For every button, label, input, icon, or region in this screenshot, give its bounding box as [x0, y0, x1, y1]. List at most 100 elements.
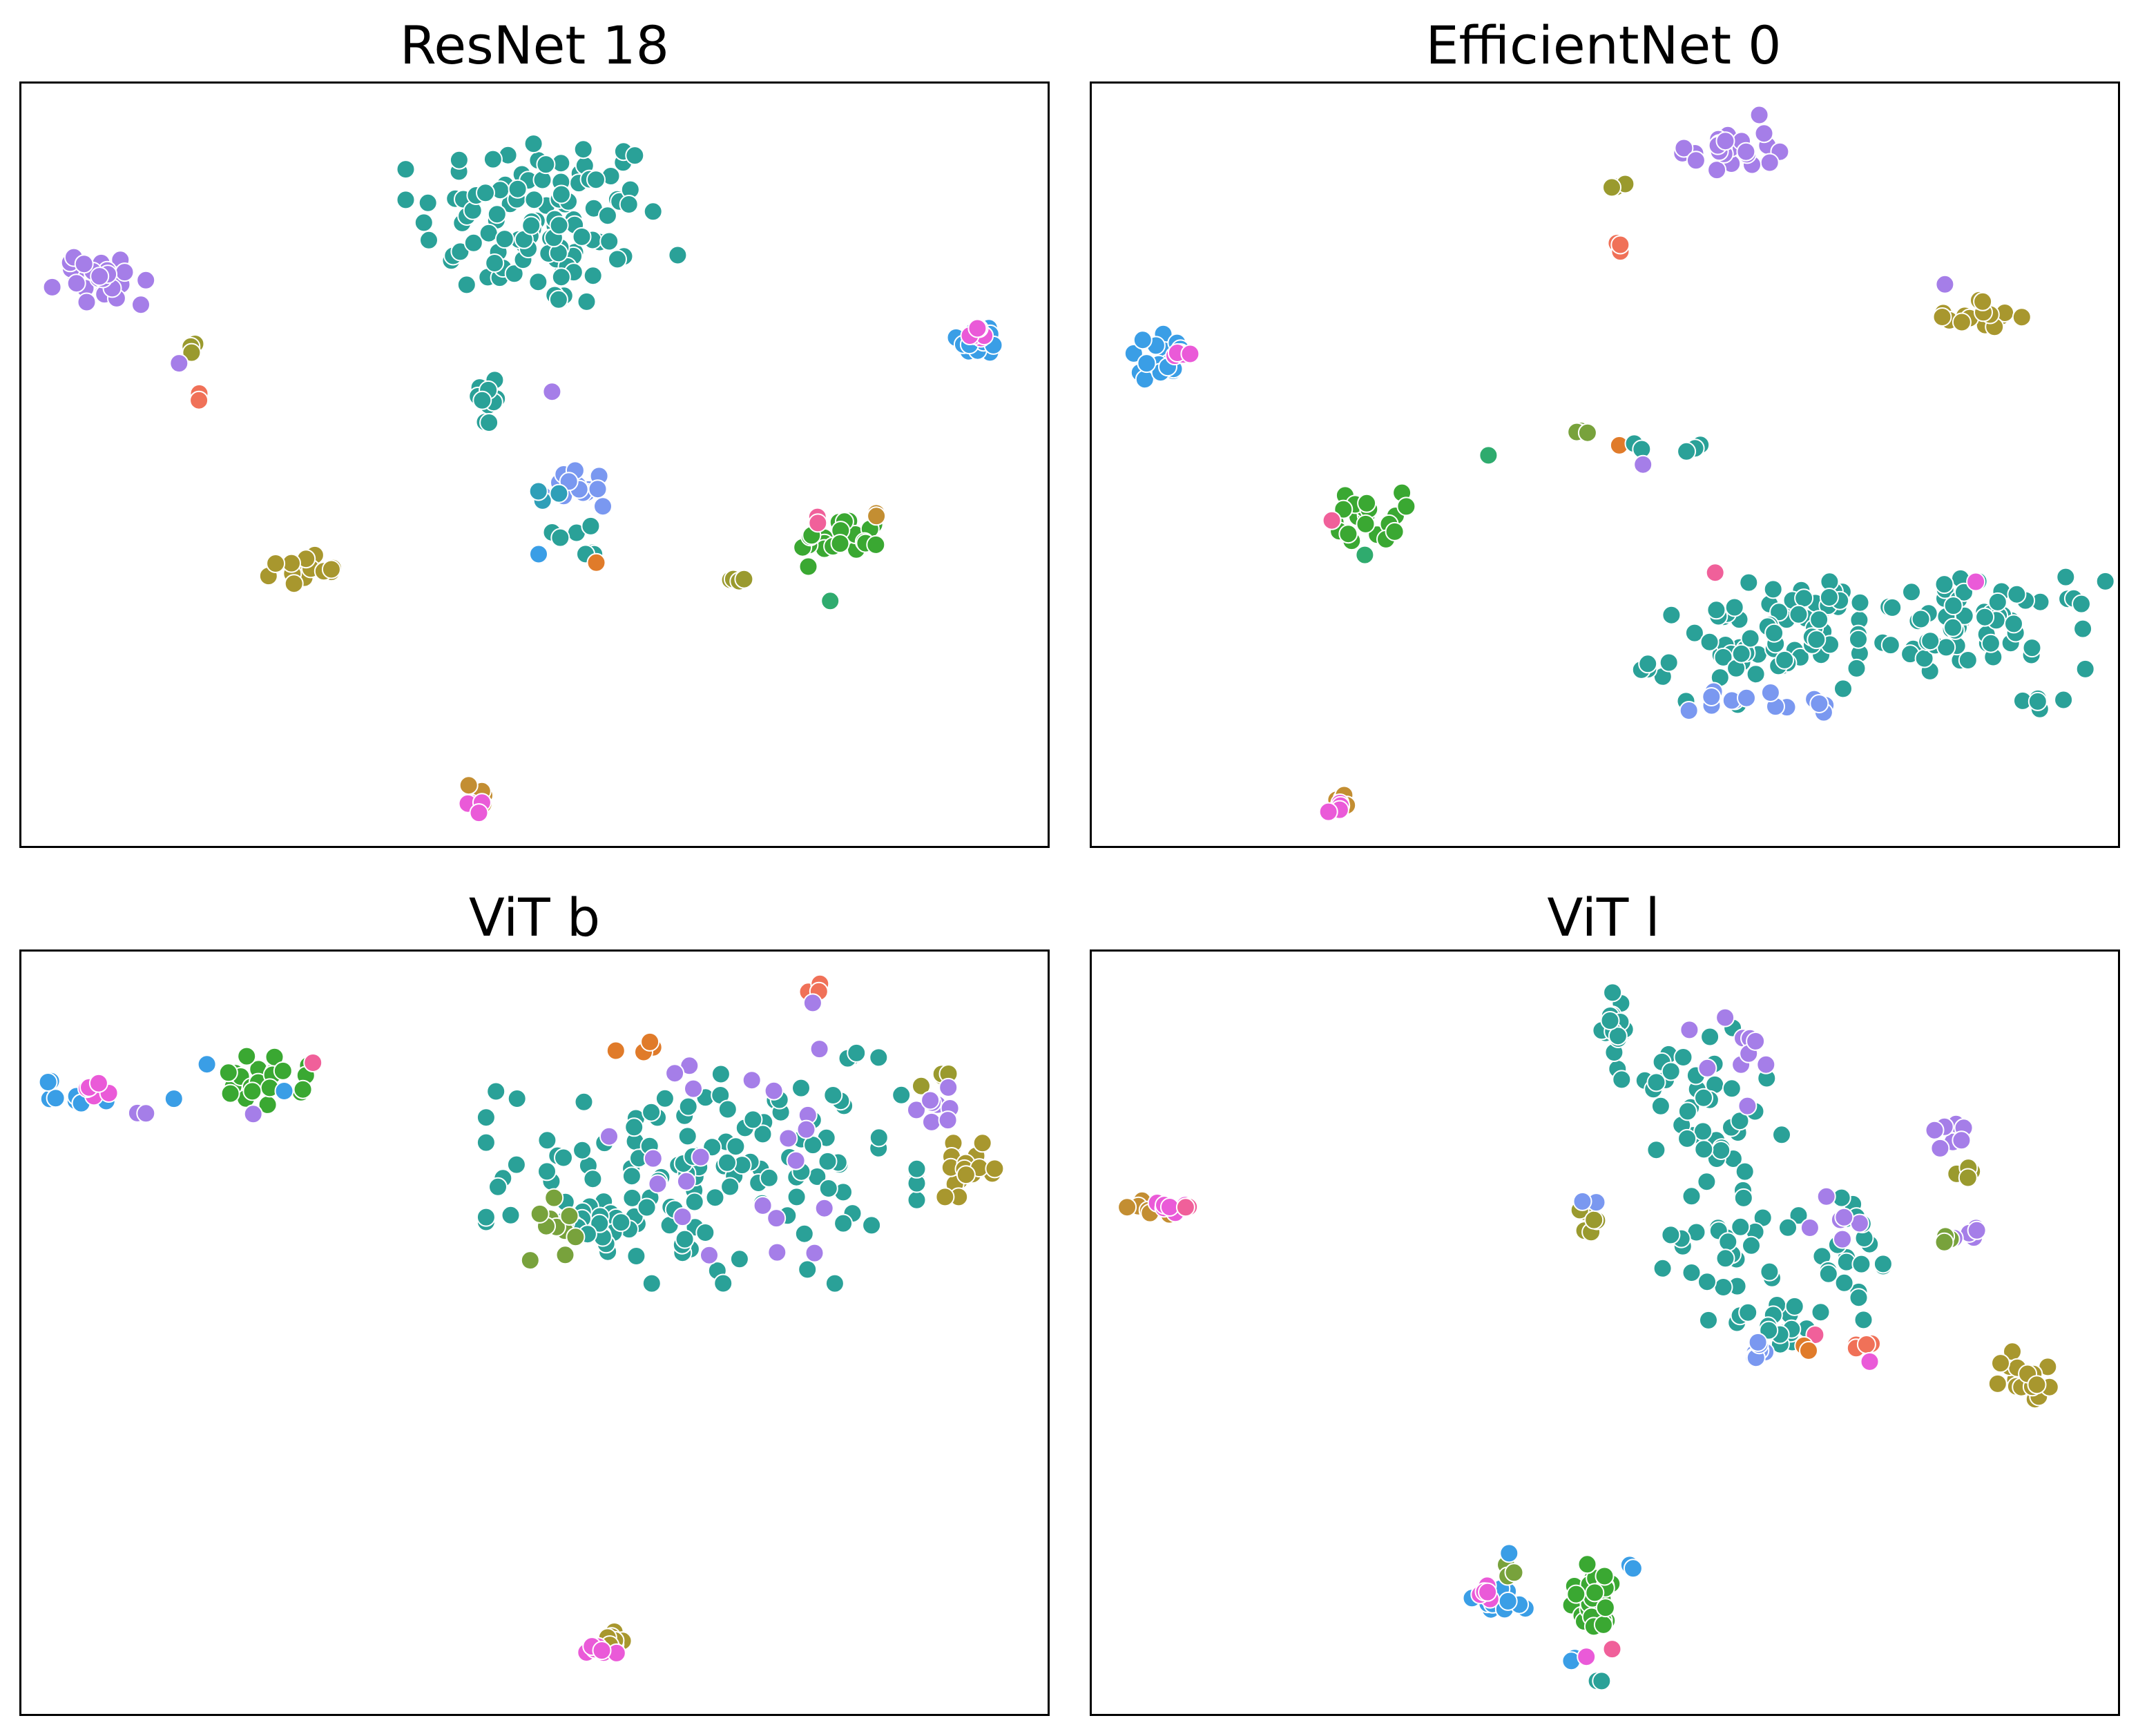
scatter-point	[1789, 604, 1809, 624]
scatter-point	[476, 1108, 496, 1128]
scatter-point	[463, 233, 483, 253]
scatter-point	[1966, 572, 1986, 592]
scatter-point	[1935, 274, 1955, 294]
scatter-point	[1677, 441, 1697, 461]
scatter-point	[767, 1242, 787, 1262]
scatter-point	[2054, 690, 2074, 710]
scatter-point	[1834, 1207, 1854, 1227]
scatter-point	[1633, 454, 1653, 474]
scatter-point	[1356, 514, 1376, 534]
scatter-point	[1662, 605, 1682, 625]
scatter-point	[862, 1215, 882, 1235]
panel-resnet18: ResNet 18	[0, 0, 1069, 856]
scatter-point	[1809, 694, 1829, 713]
scatter-plot	[38, 974, 1005, 1663]
scatter-point	[38, 1072, 58, 1092]
scatter-point	[678, 1097, 698, 1117]
scatter-point	[504, 264, 524, 284]
scatter-point	[1137, 354, 1157, 374]
scatter-point	[507, 1089, 527, 1108]
scatter-point	[830, 534, 850, 554]
scatter-point	[938, 1077, 959, 1097]
scatter-point	[1585, 1583, 1605, 1603]
scatter-point	[720, 1177, 740, 1197]
scatter-point	[2028, 691, 2048, 711]
scatter-point	[1679, 701, 1699, 720]
scatter-point	[869, 1048, 889, 1068]
scatter-point	[131, 295, 151, 315]
scatter-point	[1756, 1054, 1776, 1074]
scatter-point	[1987, 1373, 2007, 1393]
scatter-point	[136, 1103, 156, 1123]
scatter-point	[622, 1188, 642, 1208]
scatter-point	[1650, 1096, 1670, 1116]
scatter-point	[1623, 1559, 1643, 1579]
scatter-point	[922, 1112, 941, 1132]
scatter-point	[1479, 445, 1499, 465]
scatter-point	[818, 1179, 838, 1198]
scatter-point	[1851, 1254, 1871, 1274]
scatter-point	[1934, 575, 1954, 595]
scatter-point	[476, 1207, 496, 1227]
scatter-point	[1991, 1353, 2010, 1373]
scatter-point	[1850, 592, 1870, 613]
scatter-point	[115, 262, 135, 282]
scatter-point	[1699, 1310, 1718, 1330]
scatter-point	[726, 1137, 746, 1157]
scatter-point	[729, 1249, 749, 1269]
scatter-point	[266, 554, 286, 573]
scatter-point	[1577, 423, 1597, 443]
scatter-point	[624, 1117, 644, 1137]
scatter-point	[1973, 291, 1993, 311]
scatter-point	[866, 534, 886, 554]
scatter-point	[1357, 493, 1377, 513]
scatter-point	[485, 253, 505, 273]
scatter-point	[1742, 1235, 1761, 1255]
scatter-point	[536, 155, 556, 175]
scatter-point	[488, 1177, 508, 1197]
scatter-point	[597, 206, 617, 226]
scatter-point	[494, 229, 514, 249]
scatter-point	[1385, 521, 1405, 541]
scatter-point	[1764, 623, 1784, 643]
scatter-point	[791, 1078, 811, 1098]
scatter-point	[182, 343, 202, 363]
scatter-point	[242, 1081, 262, 1101]
scatter-point	[642, 1102, 662, 1122]
scatter-point	[1724, 597, 1744, 617]
scatter-point	[787, 1187, 807, 1207]
scatter-point	[479, 413, 499, 432]
scatter-point	[808, 513, 828, 533]
scatter-point	[1707, 160, 1727, 180]
scatter-point	[197, 1054, 217, 1074]
scatter-point	[691, 1147, 711, 1167]
scatter-point	[718, 1099, 738, 1119]
scatter-point	[743, 1110, 763, 1130]
scatter-point	[1322, 510, 1342, 530]
scatter-point	[1925, 1120, 1945, 1140]
scatter-point	[1593, 1614, 1613, 1634]
scatter-point	[734, 569, 754, 589]
scatter-point	[1124, 343, 1144, 363]
scatter-point	[487, 204, 507, 224]
scatter-point	[243, 1104, 263, 1124]
scatter-point	[136, 270, 156, 290]
scatter-point	[1763, 579, 1783, 599]
scatter-point	[583, 1169, 603, 1189]
scatter-point	[1355, 545, 1375, 565]
scatter-point	[1646, 1072, 1666, 1092]
scatter-point	[90, 267, 110, 287]
scatter-point	[825, 1273, 845, 1293]
scatter-point	[548, 289, 568, 309]
scatter-point	[814, 1198, 834, 1218]
scatter-point	[794, 1224, 814, 1244]
scatter-point	[588, 479, 608, 499]
scatter-point	[1987, 592, 2007, 612]
scatter-point	[1789, 1206, 1809, 1226]
scatter-point	[1739, 572, 1759, 592]
scatter-point	[640, 1032, 660, 1052]
scatter-point	[459, 775, 479, 795]
scatter-point	[74, 254, 94, 274]
scatter-point	[559, 1206, 579, 1226]
scatter-point	[1682, 1263, 1702, 1282]
